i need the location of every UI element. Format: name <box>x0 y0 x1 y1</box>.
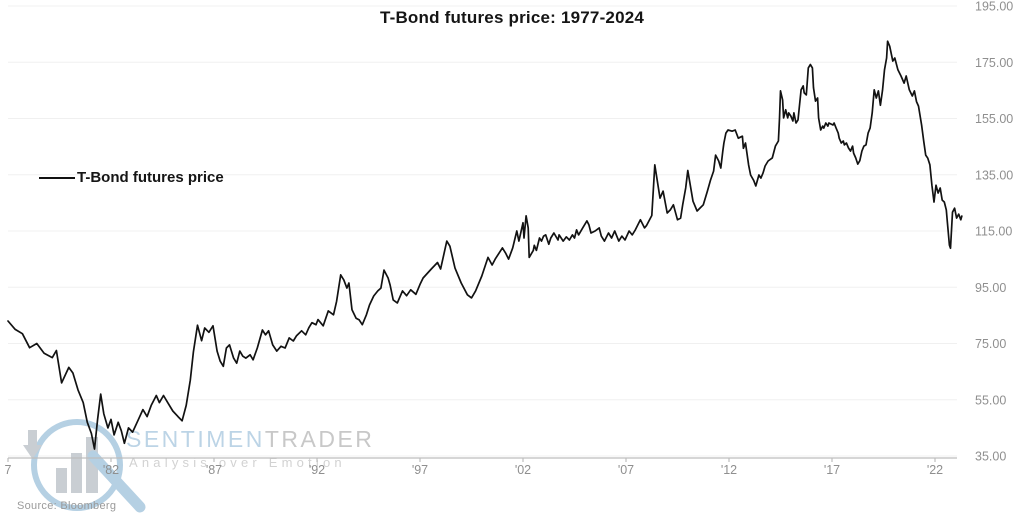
x-tick-label: '82 <box>103 463 119 477</box>
y-tick-label: 115.00 <box>975 225 1012 239</box>
y-tick-label: 155.00 <box>975 112 1013 126</box>
y-tick-label: 135.00 <box>975 168 1013 182</box>
x-tick-label: '92 <box>309 463 325 477</box>
x-tick-label: '12 <box>721 463 737 477</box>
sentimentrader-watermark: SENTIMENTRADER Analysis over Emotion <box>23 419 374 513</box>
y-tick-label: 55.00 <box>975 393 1006 407</box>
x-tick-label: '17 <box>824 463 840 477</box>
x-tick-label: '22 <box>927 463 943 477</box>
x-tick-label: '97 <box>412 463 428 477</box>
legend-line-swatch <box>39 176 75 179</box>
watermark-arrow-stem <box>28 430 37 445</box>
legend: T-Bond futures price <box>39 169 224 186</box>
gridline-layer <box>8 5 957 457</box>
legend-label: T-Bond futures price <box>77 169 224 186</box>
watermark-brand: SENTIMENTRADER <box>126 426 374 452</box>
x-tick-label: '02 <box>515 463 531 477</box>
x-tick-label: '07 <box>618 463 634 477</box>
x-tick-label: 7 <box>5 463 12 477</box>
x-axis <box>7 457 957 462</box>
source-attribution: Source: Bloomberg <box>17 500 117 512</box>
watermark-down-arrow-icon <box>23 445 42 459</box>
y-tick-label: 195.00 <box>975 0 1013 14</box>
y-tick-label: 175.00 <box>975 56 1013 70</box>
axis-labels: 7 '82 '87 '92 '97 '02 '07 '12 '17 '22 195.00 175.00… <box>5 0 1014 477</box>
watermark-bar-chart-icon <box>56 468 67 493</box>
watermark-tagline: Analysis over Emotion <box>129 455 346 470</box>
watermark-logo-circle <box>31 419 123 511</box>
y-tick-label: 95.00 <box>975 281 1006 295</box>
x-tick-label: '87 <box>206 463 222 477</box>
t-bond-price-line <box>7 40 963 450</box>
chart-title: T-Bond futures price: 1977-2024 <box>379 8 645 27</box>
watermark-magnifier-handle-icon <box>87 450 146 513</box>
y-tick-label: 75.00 <box>975 337 1006 351</box>
watermark-bar-chart-icon <box>71 453 82 493</box>
y-tick-label: 35.00 <box>975 450 1006 464</box>
